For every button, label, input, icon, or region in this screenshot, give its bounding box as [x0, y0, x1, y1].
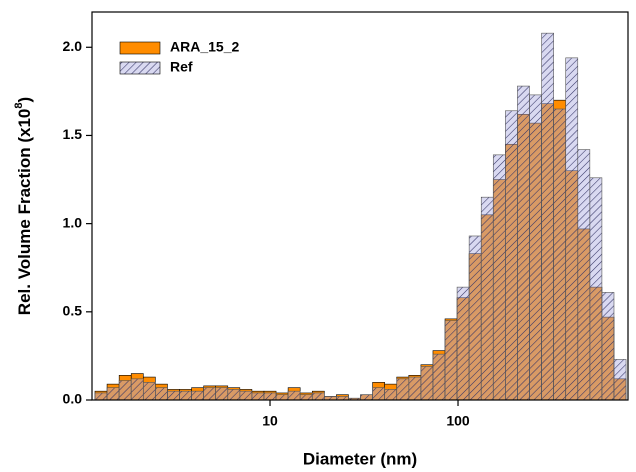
y-tick-label: 2.0 — [63, 38, 83, 54]
bar — [408, 376, 422, 401]
bar — [444, 320, 458, 401]
bar — [505, 110, 518, 401]
bar — [118, 380, 132, 401]
x-tick-label: 100 — [446, 413, 470, 429]
bar — [251, 392, 265, 401]
bar — [179, 390, 192, 401]
bar — [287, 390, 301, 401]
bar — [155, 387, 168, 401]
bar — [456, 286, 470, 401]
bar — [601, 292, 615, 401]
bar — [384, 389, 398, 401]
bar — [432, 353, 446, 401]
bar — [311, 392, 325, 401]
bar — [480, 196, 494, 401]
bar — [529, 94, 542, 401]
bar — [372, 387, 385, 401]
x-axis-label: Diameter (nm) — [303, 449, 417, 468]
bar — [106, 387, 120, 401]
bar — [263, 392, 277, 401]
bar — [517, 85, 530, 401]
bar — [565, 57, 579, 401]
bar — [468, 235, 482, 401]
y-label-main: Rel. Volume Fraction (x10 — [15, 109, 34, 316]
x-tick-label: 10 — [262, 413, 278, 429]
legend-label: Ref — [170, 59, 193, 75]
legend-label: ARA_15_2 — [170, 39, 239, 55]
bar — [167, 390, 180, 401]
y-tick-label: 1.5 — [63, 126, 83, 142]
y-tick-label: 0.0 — [63, 391, 83, 407]
bar — [492, 154, 506, 401]
bar — [553, 108, 567, 401]
legend-swatch — [119, 41, 161, 55]
bar — [541, 32, 554, 401]
bar — [577, 149, 591, 401]
plot-frame — [91, 11, 629, 401]
bar — [142, 382, 156, 401]
bar — [215, 387, 229, 401]
bar — [589, 177, 603, 401]
bar — [396, 378, 410, 401]
bar — [94, 392, 108, 401]
y-label-end: ) — [15, 97, 34, 103]
y-label-exponent: 8 — [13, 102, 25, 108]
bar — [420, 366, 434, 401]
bar — [613, 359, 627, 401]
bar — [299, 394, 313, 401]
bar — [191, 390, 204, 401]
bar — [360, 394, 373, 401]
bar — [130, 378, 144, 401]
legend-swatch — [119, 61, 161, 75]
bar — [203, 387, 216, 401]
bar — [227, 389, 241, 401]
y-axis-label: Rel. Volume Fraction (x108) — [13, 97, 35, 315]
y-tick-label: 1.0 — [63, 214, 83, 230]
bar — [239, 390, 253, 401]
bar — [275, 394, 289, 401]
y-tick-label: 0.5 — [63, 303, 83, 319]
